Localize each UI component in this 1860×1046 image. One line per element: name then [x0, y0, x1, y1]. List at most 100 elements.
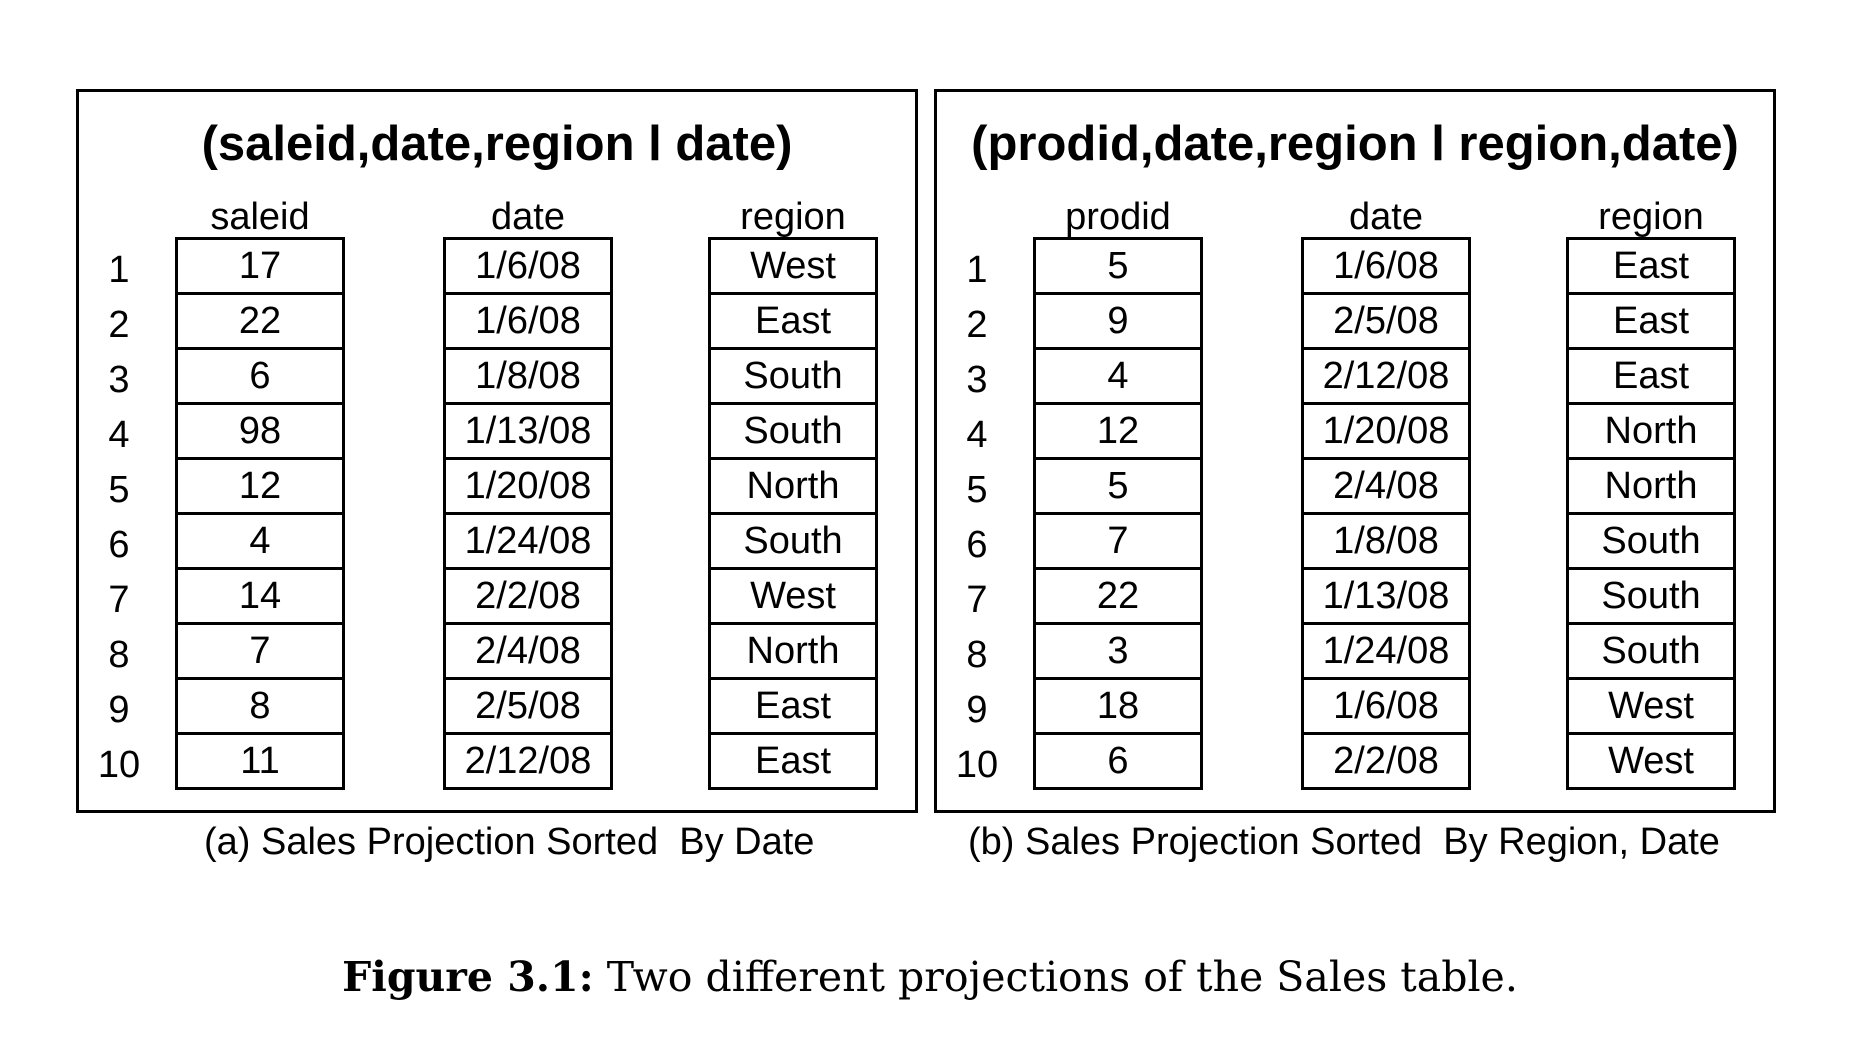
column-header-date: date: [1349, 196, 1423, 238]
figure-label: Figure 3.1:: [342, 953, 594, 1001]
column-saleid: 17 22 6 98 12 4 14 7 8 11: [175, 237, 345, 790]
table-cell: 1/6/08: [1304, 680, 1468, 735]
table-cell: 1/8/08: [446, 350, 610, 405]
table-cell: 14: [178, 570, 342, 625]
table-cell: 1/13/08: [446, 405, 610, 460]
row-number: 5: [108, 469, 130, 511]
projection-panel-b: (prodid,date,region l region,date) prodi…: [934, 89, 1776, 813]
row-number: 2: [108, 304, 130, 346]
column-header-prodid: prodid: [1065, 196, 1171, 238]
panel-title: (prodid,date,region l region,date): [971, 117, 1739, 171]
table-cell: West: [711, 240, 875, 295]
table-cell: South: [711, 405, 875, 460]
table-cell: 4: [178, 515, 342, 570]
table-cell: East: [1569, 295, 1733, 350]
row-number: 4: [966, 414, 988, 456]
table-cell: West: [1569, 680, 1733, 735]
table-cell: 12: [1036, 405, 1200, 460]
subcaption-b: (b) Sales Projection Sorted By Region, D…: [968, 821, 1720, 863]
table-cell: 1/8/08: [1304, 515, 1468, 570]
row-number: 7: [966, 579, 988, 621]
table-cell: 8: [178, 680, 342, 735]
table-cell: North: [711, 625, 875, 680]
row-number: 1: [966, 249, 988, 291]
table-cell: South: [1569, 625, 1733, 680]
table-cell: 1/24/08: [1304, 625, 1468, 680]
row-number: 2: [966, 304, 988, 346]
table-cell: East: [1569, 350, 1733, 405]
subcaption-a: (a) Sales Projection Sorted By Date: [204, 821, 815, 863]
table-cell: North: [711, 460, 875, 515]
row-number: 7: [108, 579, 130, 621]
table-cell: 1/6/08: [446, 240, 610, 295]
column-header-region: region: [1598, 196, 1704, 238]
table-cell: East: [1569, 240, 1733, 295]
table-cell: 2/2/08: [446, 570, 610, 625]
column-region: East East East North North South South South Wes…: [1566, 237, 1736, 790]
table-cell: North: [1569, 460, 1733, 515]
table-cell: 7: [178, 625, 342, 680]
table-cell: 2/2/08: [1304, 735, 1468, 790]
figure-caption: Figure 3.1: Two different projections of…: [0, 953, 1860, 1001]
row-number: 1: [108, 249, 130, 291]
table-cell: 2/5/08: [1304, 295, 1468, 350]
table-cell: 5: [1036, 460, 1200, 515]
row-number: 5: [966, 469, 988, 511]
table-cell: 1/13/08: [1304, 570, 1468, 625]
table-cell: South: [711, 515, 875, 570]
row-number: 6: [966, 524, 988, 566]
table-cell: 2/12/08: [1304, 350, 1468, 405]
table-cell: 1/6/08: [446, 295, 610, 350]
row-number: 8: [108, 634, 130, 676]
table-cell: 12: [178, 460, 342, 515]
table-cell: 22: [1036, 570, 1200, 625]
table-cell: 3: [1036, 625, 1200, 680]
table-cell: 2/4/08: [1304, 460, 1468, 515]
table-cell: East: [711, 735, 875, 790]
projection-panel-a: (saleid,date,region l date) saleid date re…: [76, 89, 918, 813]
table-cell: 2/4/08: [446, 625, 610, 680]
row-number: 4: [108, 414, 130, 456]
table-cell: 2/5/08: [446, 680, 610, 735]
table-cell: 4: [1036, 350, 1200, 405]
column-header-date: date: [491, 196, 565, 238]
table-cell: West: [1569, 735, 1733, 790]
table-cell: 18: [1036, 680, 1200, 735]
column-date: 1/6/08 2/5/08 2/12/08 1/20/08 2/4/08 1/8/08 1/…: [1301, 237, 1471, 790]
row-number: 3: [966, 359, 988, 401]
row-number: 10: [955, 744, 999, 786]
table-cell: 9: [1036, 295, 1200, 350]
table-cell: East: [711, 295, 875, 350]
row-number: 8: [966, 634, 988, 676]
column-prodid: 5 9 4 12 5 7 22 3 18 6: [1033, 237, 1203, 790]
table-cell: 1/20/08: [1304, 405, 1468, 460]
table-cell: 1/24/08: [446, 515, 610, 570]
row-number: 9: [108, 689, 130, 731]
table-cell: 11: [178, 735, 342, 790]
panel-title: (saleid,date,region l date): [201, 117, 793, 171]
table-cell: 7: [1036, 515, 1200, 570]
table-cell: South: [711, 350, 875, 405]
row-number: 10: [97, 744, 141, 786]
table-cell: South: [1569, 570, 1733, 625]
table-cell: West: [711, 570, 875, 625]
column-date: 1/6/08 1/6/08 1/8/08 1/13/08 1/20/08 1/24/08 2…: [443, 237, 613, 790]
row-number: 6: [108, 524, 130, 566]
table-cell: 17: [178, 240, 342, 295]
table-cell: 6: [178, 350, 342, 405]
figure-caption-text: Two different projections of the Sales t…: [606, 953, 1518, 1001]
table-cell: 22: [178, 295, 342, 350]
column-region: West East South South North South West North Eas…: [708, 237, 878, 790]
row-number: 9: [966, 689, 988, 731]
table-cell: South: [1569, 515, 1733, 570]
table-cell: North: [1569, 405, 1733, 460]
table-cell: East: [711, 680, 875, 735]
table-cell: 6: [1036, 735, 1200, 790]
row-number: 3: [108, 359, 130, 401]
table-cell: 1/20/08: [446, 460, 610, 515]
column-header-saleid: saleid: [210, 196, 310, 238]
table-cell: 1/6/08: [1304, 240, 1468, 295]
table-cell: 98: [178, 405, 342, 460]
table-cell: 2/12/08: [446, 735, 610, 790]
table-cell: 5: [1036, 240, 1200, 295]
